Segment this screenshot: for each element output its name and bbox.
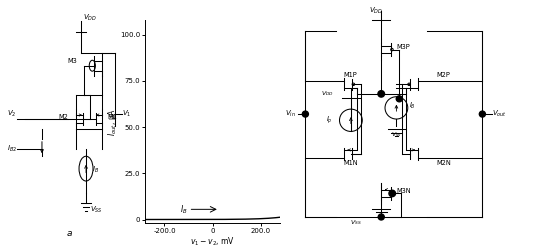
Text: M3P: M3P: [397, 44, 410, 50]
Text: $a$: $a$: [67, 229, 73, 238]
Circle shape: [389, 190, 395, 197]
Text: M1N: M1N: [343, 160, 358, 166]
Text: $V_2$: $V_2$: [7, 109, 17, 119]
Circle shape: [302, 111, 308, 117]
X-axis label: $v_1 - v_2$, mV: $v_1 - v_2$, mV: [190, 235, 235, 248]
Text: M3N: M3N: [397, 188, 411, 194]
Text: $V_{out}$: $V_{out}$: [492, 109, 507, 119]
Text: M2: M2: [59, 114, 68, 120]
Text: $I_{B2}$: $I_{B2}$: [7, 144, 17, 154]
Text: M3: M3: [67, 58, 77, 64]
Text: $V_{SS}$: $V_{SS}$: [350, 218, 362, 227]
Text: M2P: M2P: [437, 72, 451, 78]
Text: $V_{DD}$: $V_{DD}$: [369, 6, 383, 16]
Circle shape: [397, 96, 402, 102]
Circle shape: [378, 214, 384, 220]
Text: M2N: M2N: [437, 160, 451, 166]
Text: $V_{in}$: $V_{in}$: [285, 109, 296, 119]
Text: $I_B$: $I_B$: [91, 165, 99, 175]
Text: $I_p$: $I_p$: [325, 115, 332, 126]
Y-axis label: $I_{out}$, μA: $I_{out}$, μA: [106, 107, 119, 136]
Text: $V_{SS}$: $V_{SS}$: [89, 205, 102, 215]
Text: M1P: M1P: [343, 72, 357, 78]
Text: $I_B$: $I_B$: [409, 100, 416, 111]
Circle shape: [378, 91, 385, 97]
Text: $V_1$: $V_1$: [122, 109, 131, 119]
Text: $V_{DD}$: $V_{DD}$: [321, 89, 334, 98]
Text: $I_B$: $I_B$: [180, 203, 187, 216]
Text: $V_{DD}$: $V_{DD}$: [83, 12, 97, 23]
Text: $V_{ss}$: $V_{ss}$: [391, 130, 402, 139]
Text: M1: M1: [108, 114, 117, 120]
Circle shape: [479, 111, 485, 117]
